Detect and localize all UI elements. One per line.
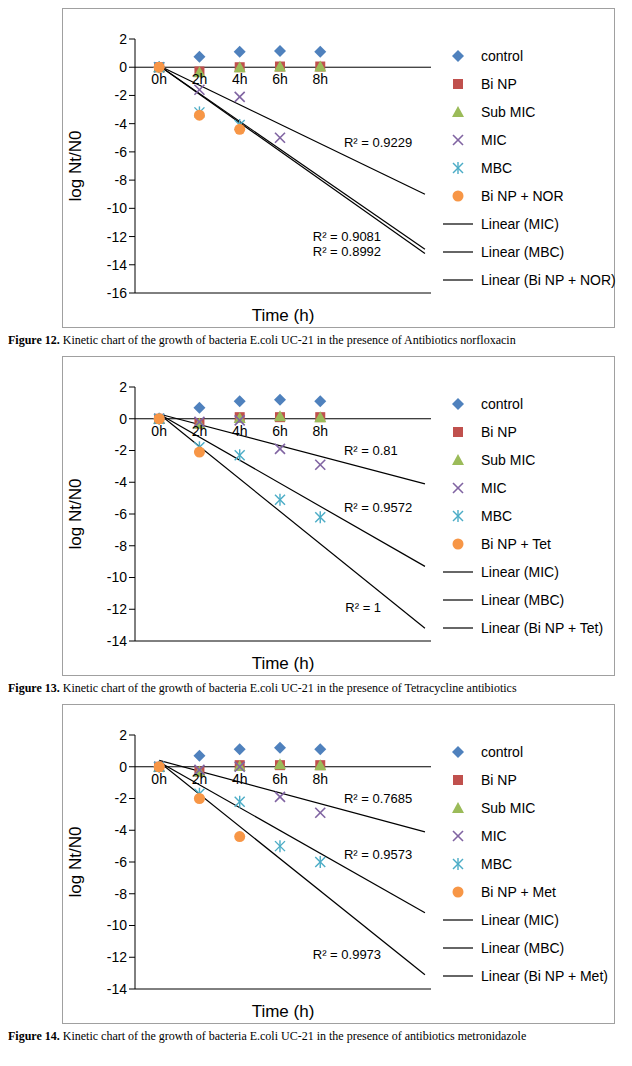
svg-text:-6: -6 bbox=[115, 854, 128, 870]
svg-text:2h: 2h bbox=[192, 71, 208, 87]
svg-text:R² = 0.9973: R² = 0.9973 bbox=[313, 947, 381, 962]
html-text:Bi NP + Met: Bi NP + Met bbox=[481, 884, 556, 900]
html-text:control: control bbox=[481, 48, 523, 64]
svg-text:R² = 0.9081: R² = 0.9081 bbox=[313, 229, 381, 244]
svg-text:8h: 8h bbox=[312, 71, 328, 87]
svg-text:0: 0 bbox=[119, 759, 127, 775]
html-text:Figure 12. Kinetic chart of th: Figure 12. Kinetic chart of the growth o… bbox=[8, 333, 516, 347]
svg-text:R² = 0.9229: R² = 0.9229 bbox=[344, 135, 412, 150]
html-text:Figure 14. Kinetic chart of th: Figure 14. Kinetic chart of the growth o… bbox=[8, 1029, 527, 1043]
html-text:Bi NP: Bi NP bbox=[481, 772, 517, 788]
svg-text:-12: -12 bbox=[107, 949, 127, 965]
html-text:Bi NP + NOR: Bi NP + NOR bbox=[481, 188, 564, 204]
svg-text:0: 0 bbox=[119, 411, 127, 427]
html-text:Sub MIC: Sub MIC bbox=[481, 104, 536, 120]
svg-text:0h: 0h bbox=[151, 771, 167, 787]
svg-text:Time (h): Time (h) bbox=[252, 306, 315, 325]
svg-text:-10: -10 bbox=[107, 917, 127, 933]
svg-text:-10: -10 bbox=[107, 200, 127, 216]
svg-text:0h: 0h bbox=[151, 423, 167, 439]
html-text:Sub MIC: Sub MIC bbox=[481, 452, 536, 468]
html-text:control: control bbox=[481, 744, 523, 760]
svg-text:R² = 1: R² = 1 bbox=[345, 600, 381, 615]
svg-text:2: 2 bbox=[119, 31, 127, 47]
svg-text:4h: 4h bbox=[232, 423, 248, 439]
html-text:Linear (MBC): Linear (MBC) bbox=[481, 592, 565, 608]
svg-text:-14: -14 bbox=[107, 981, 127, 997]
html-text:Linear (MIC): Linear (MIC) bbox=[481, 912, 559, 928]
svg-text:R² = 0.8992: R² = 0.8992 bbox=[313, 244, 381, 259]
svg-text:-12: -12 bbox=[107, 229, 127, 245]
svg-text:-2: -2 bbox=[115, 442, 128, 458]
svg-text:-4: -4 bbox=[115, 474, 128, 490]
html-text:Linear (MIC): Linear (MIC) bbox=[481, 216, 559, 232]
html-text:Sub MIC: Sub MIC bbox=[481, 800, 536, 816]
svg-text:4h: 4h bbox=[232, 71, 248, 87]
html-text:MIC: MIC bbox=[481, 480, 507, 496]
html-text:Linear (MBC): Linear (MBC) bbox=[481, 940, 565, 956]
svg-text:log Nt/N0: log Nt/N0 bbox=[66, 131, 85, 202]
svg-text:4h: 4h bbox=[232, 771, 248, 787]
html-text:Bi NP: Bi NP bbox=[481, 76, 517, 92]
html-text:Linear (MBC): Linear (MBC) bbox=[481, 244, 565, 260]
svg-text:log Nt/N0: log Nt/N0 bbox=[66, 827, 85, 898]
html-text:Bi NP: Bi NP bbox=[481, 424, 517, 440]
html-text:MBC: MBC bbox=[481, 508, 513, 524]
html-text:MBC: MBC bbox=[481, 856, 513, 872]
html-text:Linear (MIC): Linear (MIC) bbox=[481, 564, 559, 580]
html-text:Linear (Bi NP + NOR): Linear (Bi NP + NOR) bbox=[481, 272, 616, 288]
svg-text:Time (h): Time (h) bbox=[252, 1002, 315, 1021]
html-text:Linear (Bi NP + Tet): Linear (Bi NP + Tet) bbox=[481, 620, 603, 636]
svg-text:R² = 0.81: R² = 0.81 bbox=[344, 443, 398, 458]
html-text:control: control bbox=[481, 396, 523, 412]
svg-text:-12: -12 bbox=[107, 601, 127, 617]
svg-text:2h: 2h bbox=[192, 771, 208, 787]
svg-text:8h: 8h bbox=[312, 423, 328, 439]
svg-text:0: 0 bbox=[119, 59, 127, 75]
html-text:MBC: MBC bbox=[481, 160, 513, 176]
svg-text:2h: 2h bbox=[192, 423, 208, 439]
svg-text:0h: 0h bbox=[151, 71, 167, 87]
svg-text:-10: -10 bbox=[107, 569, 127, 585]
svg-text:-8: -8 bbox=[115, 886, 128, 902]
svg-text:-14: -14 bbox=[107, 633, 127, 649]
html-text:Linear (Bi NP + Met): Linear (Bi NP + Met) bbox=[481, 968, 608, 984]
svg-text:-8: -8 bbox=[115, 172, 128, 188]
svg-text:6h: 6h bbox=[272, 71, 288, 87]
svg-text:6h: 6h bbox=[272, 771, 288, 787]
svg-text:R² = 0.7685: R² = 0.7685 bbox=[344, 791, 412, 806]
svg-text:-14: -14 bbox=[107, 257, 127, 273]
svg-text:6h: 6h bbox=[272, 423, 288, 439]
html-text:Bi NP + Tet: Bi NP + Tet bbox=[481, 536, 551, 552]
html-text:Figure 13. Kinetic chart of th: Figure 13. Kinetic chart of the growth o… bbox=[8, 681, 517, 695]
svg-text:-6: -6 bbox=[115, 144, 128, 160]
svg-text:R² = 0.9573: R² = 0.9573 bbox=[344, 847, 412, 862]
svg-text:2: 2 bbox=[119, 379, 127, 395]
svg-text:8h: 8h bbox=[312, 771, 328, 787]
svg-text:-8: -8 bbox=[115, 538, 128, 554]
svg-text:-16: -16 bbox=[107, 285, 127, 301]
svg-text:-6: -6 bbox=[115, 506, 128, 522]
html-text:MIC: MIC bbox=[481, 828, 507, 844]
svg-text:log Nt/N0: log Nt/N0 bbox=[66, 479, 85, 550]
svg-text:-2: -2 bbox=[115, 87, 128, 103]
svg-text:-2: -2 bbox=[115, 790, 128, 806]
svg-text:-4: -4 bbox=[115, 822, 128, 838]
html-text:MIC: MIC bbox=[481, 132, 507, 148]
svg-text:Time (h): Time (h) bbox=[252, 654, 315, 673]
svg-text:R² = 0.9572: R² = 0.9572 bbox=[344, 500, 412, 515]
svg-text:-4: -4 bbox=[115, 116, 128, 132]
svg-text:2: 2 bbox=[119, 727, 127, 743]
